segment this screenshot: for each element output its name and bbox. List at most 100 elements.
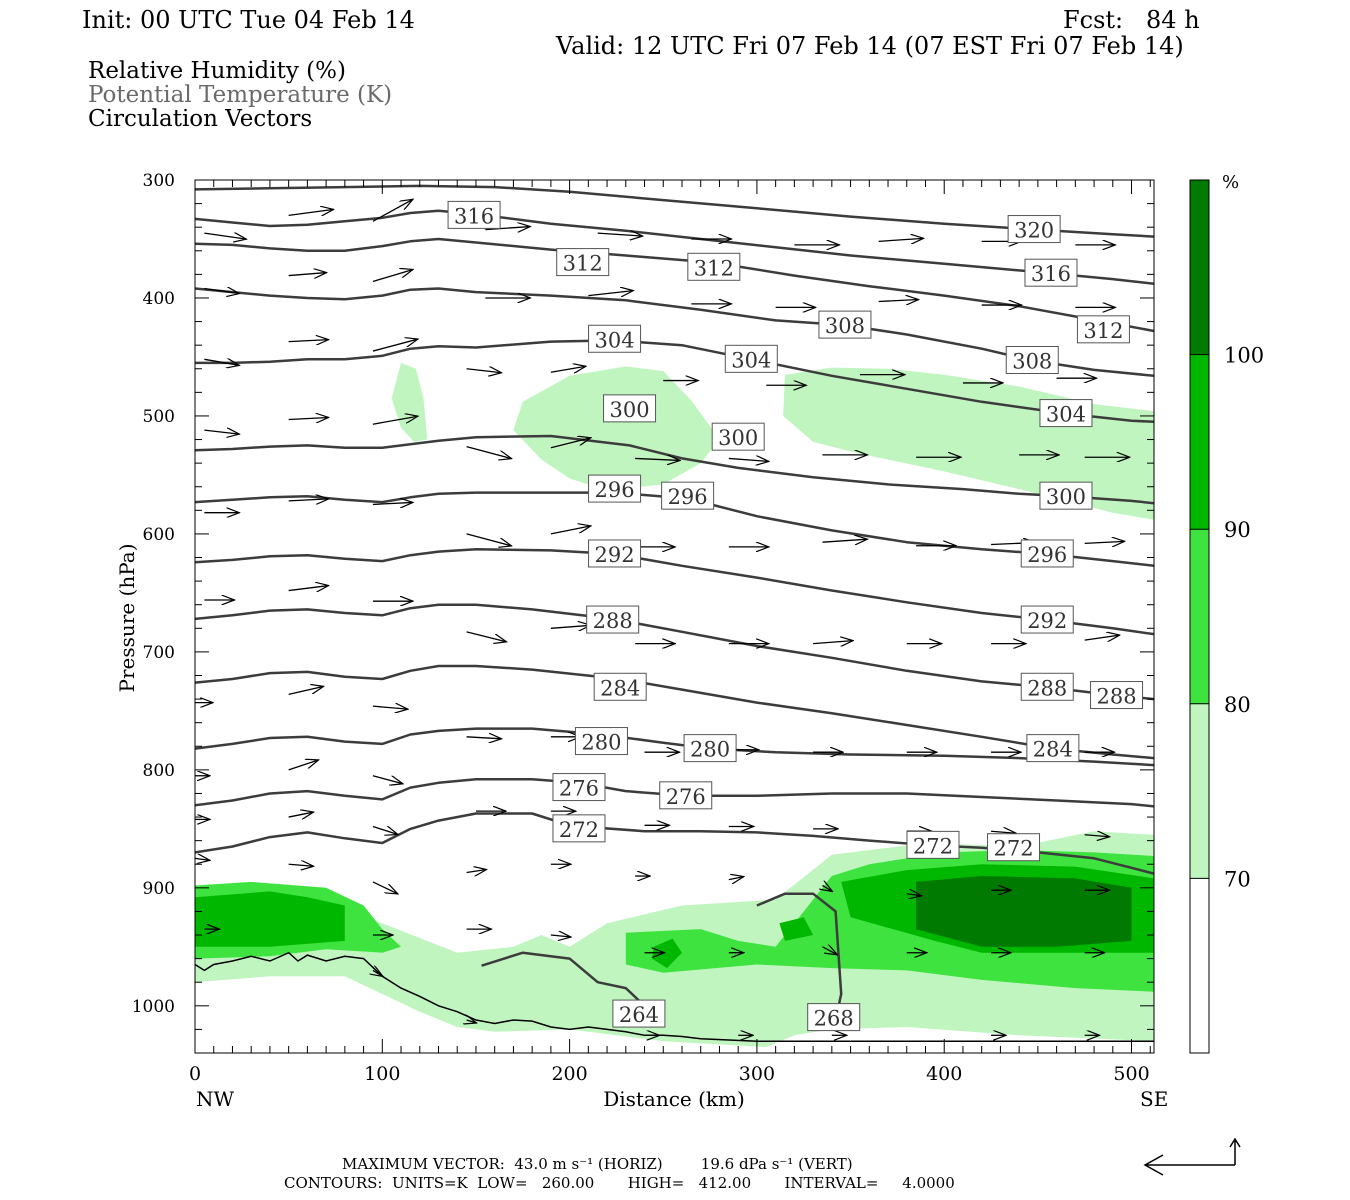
circulation-vector-92	[822, 885, 832, 891]
circulation-vector-98	[195, 858, 210, 860]
theta-label-box-284-0	[593, 672, 647, 701]
circulation-vector-42	[372, 502, 413, 504]
theta-label-box-276-1	[659, 781, 713, 810]
theta-label-304-2: 304	[1046, 403, 1086, 427]
circulation-vector-13	[588, 291, 633, 296]
circulation-vector-91	[728, 877, 744, 880]
circulation-vector-45	[550, 526, 591, 535]
circulation-vector-103	[822, 947, 837, 955]
theta-label-280-0: 280	[581, 731, 621, 755]
theta-label-288-2: 288	[1096, 685, 1136, 709]
theta-contour-312	[195, 237, 1154, 333]
circulation-vector-75	[372, 775, 403, 784]
theta-label-box-316-1	[1024, 258, 1078, 287]
theta-label-284-0: 284	[600, 676, 640, 700]
x-tick-label-0: 0	[189, 1063, 201, 1085]
circulation-vector-44	[466, 533, 512, 546]
theta-label-box-312-2	[1076, 315, 1130, 344]
terrain-layer	[195, 951, 1154, 1042]
circulation-vector-64	[372, 706, 408, 709]
rh-region-90-6	[195, 891, 345, 947]
theta-label-276-1: 276	[666, 785, 706, 809]
colorbar-label-80: 80	[1224, 693, 1251, 717]
theta-label-264-0: 264	[619, 1003, 659, 1027]
theta-label-312-2: 312	[1083, 319, 1123, 343]
y-tick-label-1000: 1000	[132, 997, 175, 1017]
y-tick-label-900: 900	[143, 879, 175, 899]
colorbar-segment-100-plus	[1190, 180, 1209, 355]
circulation-vector-83	[990, 831, 1016, 833]
colorbar-segment-80-90	[1190, 529, 1209, 704]
theta-label-box-284-1	[1026, 734, 1080, 763]
theta-label-box-304-2	[1039, 399, 1093, 428]
theta-label-312-0: 312	[563, 252, 603, 276]
contour-label-layer: 264 268 272 272 272 276 276 280 280 284 284 288 288 2…	[447, 200, 1144, 1032]
rh-fill-layer	[195, 362, 1154, 1048]
theta-label-272-2: 272	[993, 837, 1033, 861]
circulation-vector-110	[467, 1020, 477, 1023]
theta-label-box-304-1	[724, 344, 778, 373]
theta-label-304-0: 304	[595, 328, 635, 352]
theta-label-box-316-0	[447, 200, 501, 229]
theta-label-304-1: 304	[731, 348, 771, 372]
theta-label-box-300-0	[603, 394, 657, 423]
theta-contour-292	[195, 548, 1154, 636]
circulation-vector-0	[288, 209, 334, 215]
theta-label-box-308-0	[818, 310, 872, 339]
colorbar-unit: %	[1222, 172, 1239, 193]
theta-label-box-272-1	[906, 830, 960, 859]
colorbar-frame	[1189, 179, 1210, 1054]
colorbar: 100 90 80 70%	[1189, 172, 1264, 1054]
y-tick-label-700: 700	[143, 643, 175, 663]
circulation-vector-100	[550, 935, 571, 937]
theta-label-box-288-1	[1020, 672, 1074, 701]
circulation-vector-62	[1084, 635, 1120, 640]
theta-contour-304	[195, 339, 1154, 424]
theta-label-box-300-1	[711, 422, 765, 451]
circulation-vector-41	[288, 499, 329, 501]
circulation-vector-96	[288, 864, 314, 866]
theta-contour-316	[195, 209, 1154, 286]
theta-label-320-0: 320	[1014, 219, 1054, 243]
valid-time-label: Valid: 12 UTC Fri 07 Feb 14 (07 EST Fri …	[556, 32, 1184, 60]
theta-contour-284	[195, 664, 1154, 760]
circulation-vector-32	[204, 430, 239, 434]
circulation-vector-31	[372, 416, 418, 425]
theta-label-box-320-0	[1007, 215, 1061, 244]
theta-label-box-296-0	[588, 474, 642, 503]
x-tick-label-200: 200	[551, 1063, 587, 1085]
circulation-vector-33	[466, 445, 512, 459]
x-tick-label-300: 300	[739, 1063, 775, 1085]
rh-region-90-9	[779, 917, 814, 941]
theta-label-308-1: 308	[1012, 349, 1052, 373]
theta-label-300-1: 300	[718, 426, 758, 450]
circulation-vector-86	[372, 826, 398, 834]
theta-contour-268	[756, 892, 843, 1021]
colorbar-label-90: 90	[1224, 518, 1251, 542]
theta-label-292-0: 292	[595, 543, 635, 567]
theta-label-268-0: 268	[814, 1007, 854, 1031]
theta-label-box-292-1	[1020, 605, 1074, 634]
circulation-vector-109	[373, 970, 383, 976]
x-tick-label-400: 400	[926, 1063, 962, 1085]
theta-label-288-1: 288	[1027, 676, 1067, 700]
circulation-vector-21	[372, 339, 418, 352]
circulation-vector-52	[288, 586, 329, 591]
theta-label-300-2: 300	[1046, 485, 1086, 509]
theta-label-284-1: 284	[1033, 738, 1073, 762]
theta-label-316-0: 316	[454, 204, 494, 228]
circulation-vector-6	[878, 238, 924, 241]
theta-label-316-1: 316	[1031, 262, 1071, 286]
theta-label-box-272-2	[987, 833, 1041, 862]
theta-label-300-0: 300	[610, 398, 650, 422]
theta-label-box-296-1	[661, 481, 715, 510]
circulation-vector-56	[550, 625, 591, 628]
colorbar-label-70: 70	[1224, 867, 1251, 891]
circulation-vector-1	[372, 199, 413, 222]
theta-contour-280	[195, 727, 1154, 767]
circulation-vector-9	[204, 233, 246, 239]
y-tick-label-500: 500	[143, 407, 175, 427]
circulation-vector-66	[466, 737, 502, 739]
theta-label-296-2: 296	[1027, 543, 1067, 567]
circulation-vector-3	[597, 233, 643, 236]
